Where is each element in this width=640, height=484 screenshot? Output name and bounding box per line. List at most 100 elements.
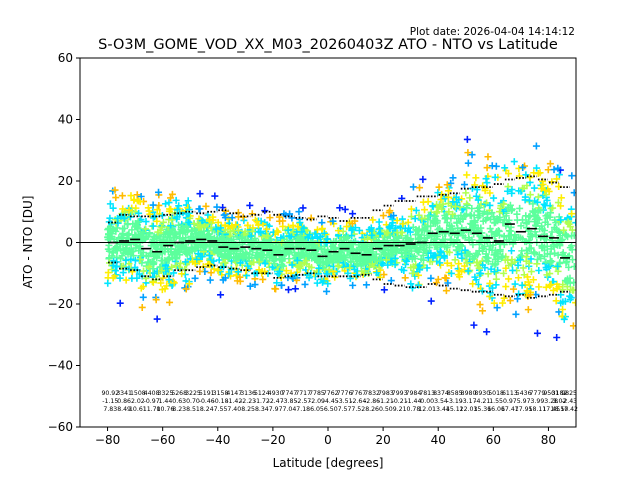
data-point — [368, 231, 376, 239]
data-point — [451, 256, 459, 264]
data-point — [532, 142, 540, 150]
data-point — [274, 270, 282, 278]
data-point — [212, 225, 220, 233]
data-point — [510, 285, 518, 293]
data-point — [412, 206, 420, 214]
data-point — [380, 271, 388, 279]
data-point — [116, 299, 124, 307]
data-point — [501, 164, 509, 172]
data-point — [179, 235, 187, 243]
data-point — [214, 267, 222, 275]
data-point — [431, 251, 439, 259]
data-point — [419, 251, 427, 259]
data-point — [447, 269, 455, 277]
data-point — [313, 234, 321, 242]
data-point — [449, 228, 457, 236]
data-point — [166, 298, 174, 306]
data-point — [351, 224, 359, 232]
data-point — [440, 252, 448, 260]
data-point — [472, 249, 480, 257]
data-point — [105, 225, 113, 233]
data-point — [434, 226, 442, 234]
bin-annotation-text: 1508 — [130, 390, 146, 397]
data-point — [303, 251, 311, 259]
data-point — [221, 214, 229, 222]
bin-annotation-text: 0.70 — [186, 398, 200, 405]
data-point — [405, 224, 413, 232]
bin-annotation-text: 17.47 — [501, 406, 519, 413]
x-tick-label: −80 — [95, 433, 120, 447]
bin-annotation-text: 17.42 — [560, 406, 578, 413]
data-point — [463, 204, 471, 212]
data-point — [167, 194, 175, 202]
bin-annotation-text: 16.06 — [487, 406, 505, 413]
bin-annotation-text: 7.04 — [283, 406, 297, 413]
data-point — [193, 256, 201, 264]
data-point — [559, 286, 567, 294]
data-point — [263, 251, 271, 259]
bin-annotation-text: -0.21 — [392, 398, 408, 405]
bin-annotation-text: 3341 — [116, 390, 132, 397]
data-point — [227, 266, 235, 274]
bin-annotation-text: 7983 — [378, 390, 394, 397]
data-point — [353, 253, 361, 261]
bin-annotation-text: -0.18 — [213, 398, 229, 405]
data-point — [557, 202, 565, 210]
data-point — [139, 283, 147, 291]
data-point — [241, 227, 249, 235]
data-point — [519, 163, 527, 171]
bin-annotation-text: 11.70 — [143, 406, 161, 413]
bin-annotation-text: 3158 — [213, 390, 229, 397]
data-point — [443, 244, 451, 252]
data-point — [133, 191, 141, 199]
data-point — [347, 258, 355, 266]
data-point — [445, 248, 453, 256]
data-point — [159, 274, 167, 282]
data-point — [346, 274, 354, 282]
data-point — [499, 299, 507, 307]
data-point — [207, 250, 215, 258]
data-point — [381, 250, 389, 258]
data-point — [155, 188, 163, 196]
data-point — [182, 285, 190, 293]
data-point — [191, 260, 199, 268]
data-point — [552, 297, 560, 305]
data-point — [213, 203, 221, 211]
data-point — [171, 249, 179, 257]
bin-annotation-text: 5018 — [488, 390, 504, 397]
bin-annotation-text: 5268 — [171, 390, 187, 397]
data-point — [421, 206, 429, 214]
data-point — [478, 244, 486, 252]
data-point — [510, 158, 518, 166]
bin-annotation-text: 0.86 — [117, 398, 131, 405]
data-point — [559, 298, 567, 306]
data-point — [456, 217, 464, 225]
data-point — [527, 230, 535, 238]
data-point — [472, 174, 480, 182]
data-point — [304, 252, 312, 260]
data-point — [477, 224, 485, 232]
bin-annotation-text: -0.46 — [199, 398, 215, 405]
data-point — [557, 194, 565, 202]
data-point — [353, 271, 361, 279]
data-point — [219, 232, 227, 240]
data-point — [553, 285, 561, 293]
data-point — [365, 269, 373, 277]
data-point — [384, 261, 392, 269]
bin-annotation-text: 7813 — [419, 390, 435, 397]
data-point — [449, 174, 457, 182]
data-point — [505, 261, 513, 269]
data-point — [451, 202, 459, 210]
data-point — [271, 285, 279, 293]
data-point — [386, 222, 394, 230]
data-point — [109, 204, 117, 212]
data-point — [494, 227, 502, 235]
data-point — [330, 243, 338, 251]
data-point — [557, 216, 565, 224]
data-point — [234, 268, 242, 276]
data-point — [516, 256, 524, 264]
data-point — [185, 218, 193, 226]
data-point — [517, 222, 525, 230]
data-point — [289, 275, 297, 283]
data-point — [162, 200, 170, 208]
